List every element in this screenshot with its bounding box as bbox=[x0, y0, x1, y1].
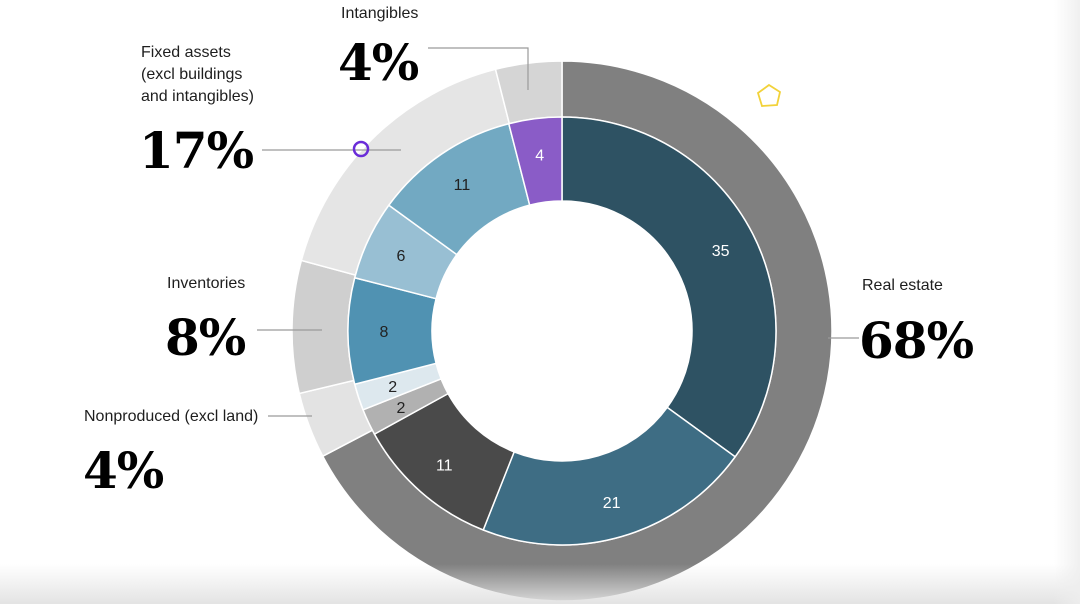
label-intangibles: Intangibles bbox=[341, 5, 418, 22]
inner-slice-label-1: 21 bbox=[603, 495, 621, 512]
pct-intangibles: 4% bbox=[338, 33, 419, 92]
pentagon-icon bbox=[756, 83, 782, 107]
outer-slice-inventories bbox=[291, 259, 357, 395]
right-fade bbox=[1054, 0, 1080, 604]
label-nonproduced: Nonproduced (excl land) bbox=[84, 408, 258, 425]
pct-inventories: 8% bbox=[165, 308, 246, 367]
inner-segment-labels: 35 21 11 2 2 8 6 11 4 bbox=[380, 147, 730, 512]
inner-slice-0 bbox=[561, 116, 777, 458]
inner-slice-1 bbox=[482, 406, 737, 546]
inner-slice-label-6: 6 bbox=[396, 248, 405, 265]
inner-slice-label-8: 4 bbox=[535, 147, 544, 164]
inner-slice-label-7: 11 bbox=[454, 177, 471, 194]
outer-ring bbox=[291, 60, 833, 602]
inner-slice-label-2: 11 bbox=[436, 458, 453, 475]
inner-slice-8 bbox=[507, 116, 563, 206]
pct-real-estate: 68% bbox=[859, 311, 974, 370]
inner-slice-label-5: 8 bbox=[380, 324, 389, 341]
pct-nonproduced: 4% bbox=[83, 441, 164, 500]
label-inventories: Inventories bbox=[167, 275, 245, 292]
leader-intangibles bbox=[428, 47, 529, 90]
inner-ring bbox=[347, 116, 777, 546]
inner-slice-label-4: 2 bbox=[388, 379, 397, 396]
label-real-estate: Real estate bbox=[862, 277, 943, 294]
inner-slice-label-0: 35 bbox=[712, 243, 730, 260]
marker-circle bbox=[352, 140, 370, 158]
category-annotations: Intangibles 4% Fixed assets (excl buildi… bbox=[83, 5, 975, 500]
label-fixed-assets: Fixed assets (excl buildings and intangi… bbox=[141, 44, 254, 105]
pct-fixed-assets: 17% bbox=[139, 121, 254, 180]
inner-slice-label-3: 2 bbox=[396, 400, 405, 417]
bottom-fade bbox=[0, 564, 1080, 604]
